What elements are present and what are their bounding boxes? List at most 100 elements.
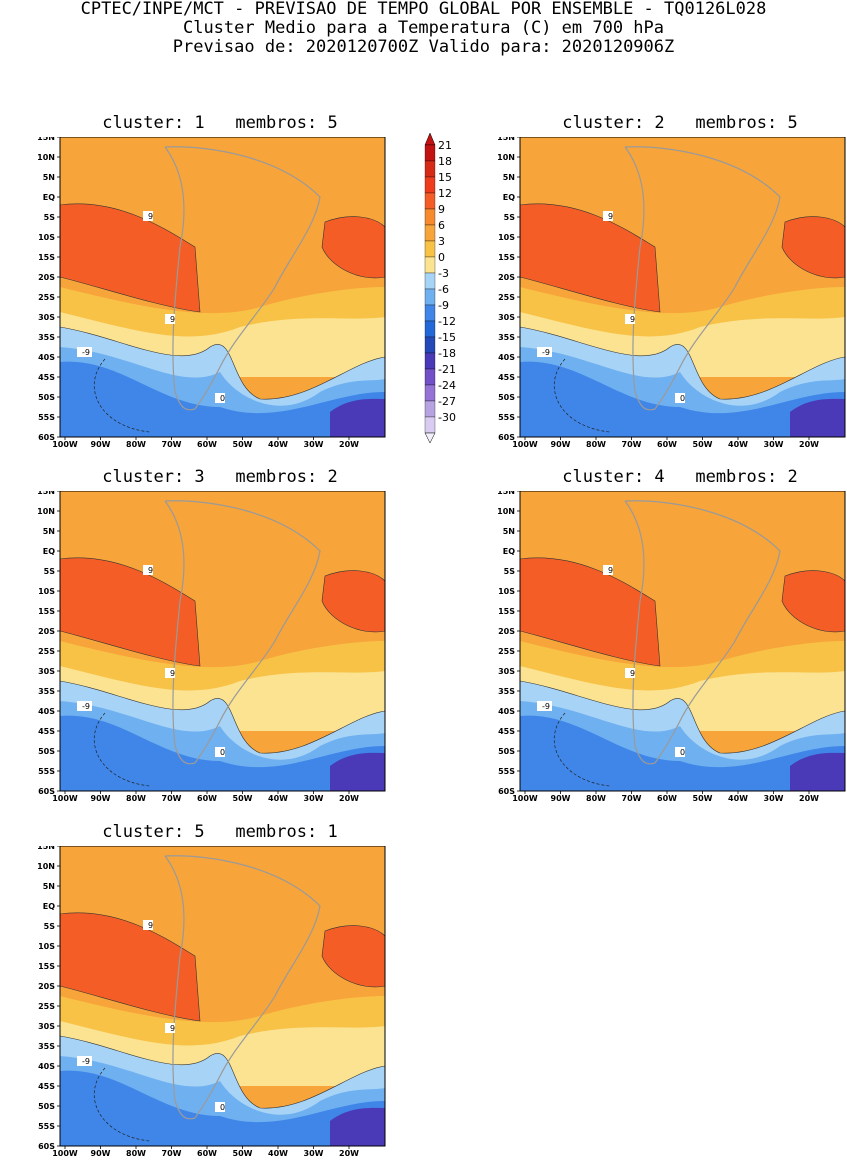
lat-label: 45S: [38, 727, 55, 736]
lon-label: 80W: [126, 1149, 146, 1158]
lat-label: 50S: [498, 747, 515, 756]
field-cold-4: [790, 398, 845, 437]
contour-label-box: [215, 393, 225, 403]
lat-label: 15S: [498, 607, 515, 616]
lon-label: 100W: [512, 440, 538, 449]
lat-label: 20S: [38, 982, 55, 991]
lat-label: 50S: [38, 393, 55, 402]
lat-label: 40S: [38, 353, 55, 362]
panel-title: cluster: 5 membros: 1: [102, 822, 338, 842]
map-frame: [59, 137, 386, 438]
colorbar-label: 12: [438, 187, 452, 200]
lat-label: 5N: [503, 173, 515, 182]
lon-label: 40W: [728, 440, 748, 449]
field-cold-4: [330, 752, 385, 791]
colorbar-swatch: [424, 352, 436, 370]
contour-label: 0: [680, 394, 685, 403]
lon-label: 60W: [657, 440, 677, 449]
contour-label: 9: [170, 315, 175, 324]
lat-label: 40S: [38, 1062, 55, 1071]
panel-title: cluster: 1 membros: 5: [102, 113, 338, 133]
contour-dashed: [94, 712, 151, 787]
lon-label: 20W: [799, 440, 819, 449]
contour-label: 9: [608, 566, 613, 575]
lat-label: 30S: [498, 313, 515, 322]
field-cold-3: [60, 1070, 385, 1146]
coastline: [624, 500, 781, 765]
contour-label-box: [143, 211, 153, 221]
colorbar-swatch: [424, 256, 436, 274]
lat-label: EQ: [43, 902, 55, 911]
contour-label: -9: [82, 702, 90, 711]
field-cold-3: [60, 361, 385, 437]
contour-label: 9: [170, 669, 175, 678]
colorbar-swatch: [424, 208, 436, 226]
map-panel-cluster-1: cluster: 1 membros: 5 9 9 0 -9 15N 10N 5N EQ 5S 1…: [30, 113, 410, 455]
lon-label: 90W: [91, 1149, 111, 1158]
coastline: [164, 855, 321, 1120]
contour-label: 9: [148, 921, 153, 930]
contour-dashed: [554, 358, 611, 433]
lat-label: 25S: [38, 647, 55, 656]
lon-label: 70W: [162, 1149, 182, 1158]
colorbar-swatch: [424, 384, 436, 402]
contour-label: -9: [542, 702, 550, 711]
lat-label: 50S: [498, 393, 515, 402]
contour-label: 9: [170, 1024, 175, 1033]
lon-label: 20W: [339, 794, 359, 803]
map-panel-cluster-3: cluster: 3 membros: 2 9 9 0 -9 15N 10N 5N EQ 5S 1…: [30, 467, 410, 809]
lat-label: 20S: [38, 273, 55, 282]
contour-label-box: [603, 211, 613, 221]
lon-label: 20W: [339, 1149, 359, 1158]
colorbar-swatch: [424, 368, 436, 386]
colorbar-label: -12: [438, 315, 456, 328]
lat-label: 35S: [498, 687, 515, 696]
panel-title: cluster: 2 membros: 5: [562, 113, 798, 133]
colorbar-label: -3: [438, 267, 449, 280]
contour-label-box: [215, 747, 225, 757]
lon-label: 40W: [268, 794, 288, 803]
lat-label: 25S: [498, 293, 515, 302]
lat-label: 60S: [38, 1142, 55, 1151]
lon-label: 70W: [622, 440, 642, 449]
map-frame: [519, 491, 846, 792]
colorbar-swatch: [424, 400, 436, 418]
colorbar-arrow-bottom: [424, 432, 436, 444]
colorbar-swatch: [424, 320, 436, 338]
lat-label: 10S: [38, 233, 55, 242]
main-title: CPTEC/INPE/MCT - PREVISAO DE TEMPO GLOBA…: [80, 0, 767, 19]
lat-label: 20S: [38, 627, 55, 636]
lat-label: 30S: [38, 1022, 55, 1031]
map-frame: [59, 846, 386, 1147]
temperature-map: 9 9 0 -9 15N 10N 5N EQ 5S 10S 15S 20S 25S 30S 35S 40S 45…: [37, 846, 386, 1158]
field-cold-3: [520, 715, 845, 791]
lat-label: 40S: [498, 353, 515, 362]
lon-label: 40W: [268, 440, 288, 449]
colorbar-label: -21: [438, 363, 456, 376]
field-cold-4: [330, 398, 385, 437]
lat-label: 35S: [498, 333, 515, 342]
field-hot-west: [519, 557, 661, 667]
lat-label: 45S: [498, 727, 515, 736]
temperature-map: 9 9 0 -9 15N 10N 5N EQ 5S 10S 15S 20S 25S 30S 35S 40S 45…: [497, 491, 846, 803]
lon-label: 30W: [304, 1149, 324, 1158]
lat-label: 55S: [38, 413, 55, 422]
lon-label: 100W: [52, 794, 78, 803]
lat-label: 50S: [38, 747, 55, 756]
contour-label-box: [77, 1056, 92, 1066]
contour-dashed: [94, 1067, 151, 1142]
coastline: [624, 146, 781, 411]
lon-label: 70W: [162, 440, 182, 449]
lat-label: 10N: [37, 153, 55, 162]
lat-label: 25S: [498, 647, 515, 656]
lat-label: 5N: [43, 527, 55, 536]
map-frame: [519, 137, 846, 438]
lat-label: 10S: [38, 587, 55, 596]
lon-label: 90W: [91, 794, 111, 803]
contour-label: -9: [82, 348, 90, 357]
map-frame: [59, 491, 386, 792]
lat-label: 30S: [38, 313, 55, 322]
lat-label: 20S: [498, 627, 515, 636]
colorbar-label: 3: [438, 235, 445, 248]
lat-label: 10S: [498, 587, 515, 596]
